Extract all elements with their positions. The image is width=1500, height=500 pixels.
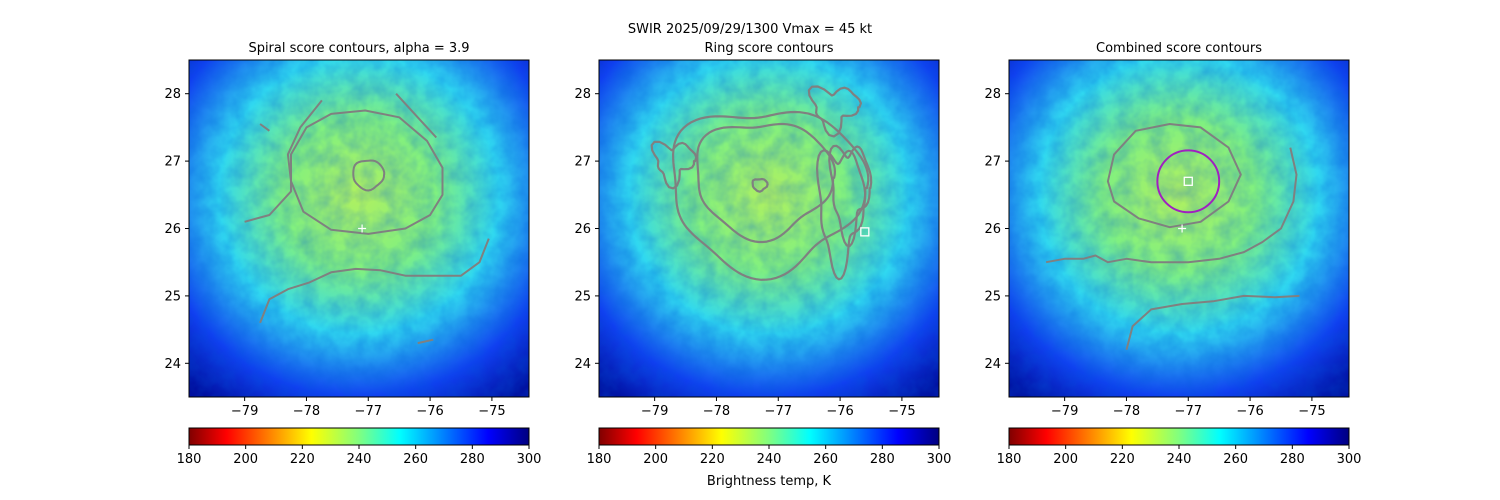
contour-line: [244, 99, 444, 235]
y-tick-label: 26: [164, 222, 181, 237]
x-tick-label: −75: [1298, 404, 1325, 419]
contour-line: [1045, 147, 1298, 264]
colorbar-tick-label: 200: [643, 452, 668, 467]
x-tick-label: −79: [231, 404, 258, 419]
colorbar-tick-label: 220: [290, 452, 315, 467]
y-tick-label: 25: [574, 289, 591, 304]
score-ring: [1156, 149, 1221, 214]
colorbar-tick-label: 240: [347, 452, 372, 467]
x-tick-label: −78: [1113, 404, 1140, 419]
colorbar-tick-label: 260: [403, 452, 428, 467]
colorbar-tick-label: 280: [870, 452, 895, 467]
colorbar-tick-label: 260: [1223, 452, 1248, 467]
colorbar: [188, 427, 530, 446]
contour-group: [244, 93, 490, 345]
x-tick-label: −76: [416, 404, 443, 419]
square-marker: [1183, 176, 1193, 186]
panel-title: Combined score contours: [1096, 41, 1262, 56]
contour-line: [352, 159, 386, 192]
y-tick-label: 25: [984, 289, 1001, 304]
contour-group: [650, 85, 873, 281]
colorbar-tick-label: 200: [1053, 452, 1078, 467]
contour-line: [672, 110, 870, 281]
contour-line: [696, 122, 836, 244]
contour-line: [259, 238, 490, 324]
contour-line: [1106, 123, 1242, 229]
y-tick-label: 25: [164, 289, 181, 304]
colorbar-tick-label: 180: [587, 452, 612, 467]
contour-line: [1125, 294, 1300, 351]
colorbar-tick-label: 180: [997, 452, 1022, 467]
contour-line: [650, 140, 698, 190]
contour-line: [807, 85, 862, 138]
figure-suptitle: SWIR 2025/09/29/1300 Vmax = 45 kt: [0, 22, 1500, 38]
y-tick-label: 24: [984, 357, 1001, 372]
x-tick-label: −77: [355, 404, 382, 419]
y-tick-label: 28: [164, 87, 181, 102]
imagery-texture: [599, 60, 939, 397]
x-tick-label: −77: [1175, 404, 1202, 419]
colorbar-tick-label: 280: [1280, 452, 1305, 467]
x-tick-label: −76: [826, 404, 853, 419]
panel-3: Combined score contours −79 −78 −77 −76 −75 24…: [984, 41, 1361, 467]
y-tick-label: 27: [164, 155, 181, 170]
contour-line: [417, 338, 434, 345]
y-tick-label: 27: [574, 155, 591, 170]
colorbar-tick-label: 300: [927, 452, 952, 467]
colorbar-label: Brightness temp, K: [707, 474, 832, 489]
panel-title: Ring score contours: [704, 41, 833, 56]
colorbar: [1008, 427, 1350, 446]
suptitle-line1: SWIR 2025/09/29/1300 Vmax = 45 kt: [627, 22, 873, 37]
x-tick-label: −77: [765, 404, 792, 419]
contour-group: [1045, 123, 1300, 351]
contour-line: [259, 123, 270, 132]
plus-marker: [358, 224, 367, 233]
colorbar-tick-label: 220: [1110, 452, 1135, 467]
contour-line: [751, 177, 769, 193]
colorbar-tick-label: 240: [1167, 452, 1192, 467]
y-tick-label: 24: [574, 357, 591, 372]
y-tick-label: 28: [574, 87, 591, 102]
x-tick-label: −78: [703, 404, 730, 419]
panel-1: Spiral score contours, alpha = 3.9 −79 −78…: [164, 41, 541, 467]
colorbar-tick-label: 240: [757, 452, 782, 467]
colorbar-tick-label: 220: [700, 452, 725, 467]
panel-title: Spiral score contours, alpha = 3.9: [248, 41, 469, 56]
colorbar-tick-label: 180: [177, 452, 202, 467]
colorbar: [598, 427, 940, 446]
y-tick-label: 24: [164, 357, 181, 372]
colorbar-tick-label: 300: [1337, 452, 1362, 467]
plus-marker: [1178, 224, 1187, 233]
contour-line: [828, 144, 873, 248]
square-marker: [860, 227, 870, 237]
contour-line: [395, 93, 438, 139]
panel-2: Ring score contours −79 −78 −77 −76 −75 24 25 26…: [574, 41, 951, 467]
y-tick-label: 27: [984, 155, 1001, 170]
colorbar-tick-label: 280: [460, 452, 485, 467]
x-tick-label: −79: [1051, 404, 1078, 419]
x-tick-label: −75: [888, 404, 915, 419]
y-tick-label: 26: [574, 222, 591, 237]
x-tick-label: −75: [478, 404, 505, 419]
x-tick-label: −79: [641, 404, 668, 419]
y-tick-label: 28: [984, 87, 1001, 102]
x-tick-label: −78: [293, 404, 320, 419]
colorbar-tick-label: 300: [517, 452, 542, 467]
x-tick-label: −76: [1236, 404, 1263, 419]
colorbar-tick-label: 260: [813, 452, 838, 467]
colorbar-tick-label: 200: [233, 452, 258, 467]
y-tick-label: 26: [984, 222, 1001, 237]
